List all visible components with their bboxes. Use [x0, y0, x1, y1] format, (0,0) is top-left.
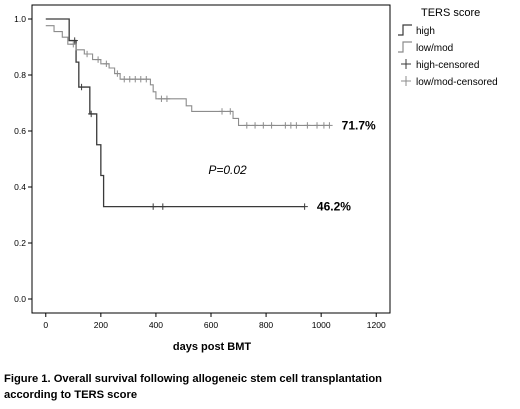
survival-curve-low-mod	[45, 25, 330, 126]
legend-step-symbol	[398, 41, 412, 53]
censor-mark-low-mod	[158, 95, 165, 102]
censor-mark-low-mod	[132, 76, 139, 83]
censor-mark-low-mod	[313, 122, 321, 129]
x-tick-label: 800	[259, 320, 273, 330]
x-axis-label: days post BMT	[173, 341, 252, 353]
y-tick-label: 0.0	[14, 294, 26, 304]
p-value-annotation: P=0.02	[208, 163, 247, 177]
y-tick-label: 1.0	[14, 14, 26, 24]
y-tick-label: 0.4	[14, 182, 26, 192]
censor-mark-low-mod	[260, 122, 267, 129]
censor-mark-low-mod	[304, 122, 311, 129]
censor-mark-high	[159, 203, 167, 210]
censor-mark-low-mod	[326, 122, 333, 129]
x-axis: 0 200 400 600 800 1000 1200	[43, 313, 386, 330]
legend-label: low/mod-censored	[416, 77, 498, 88]
legend-low-mod: low/mod	[398, 41, 453, 54]
censor-mark-high	[149, 203, 157, 210]
series-layer	[45, 18, 333, 210]
legend-label: high-censored	[416, 60, 479, 71]
figure-caption: Figure 1. Overall survival following all…	[4, 371, 514, 403]
caption-line-2: according to TERS score	[4, 389, 138, 401]
x-tick-label: 400	[149, 320, 163, 330]
censor-mark-low-mod	[126, 76, 133, 83]
censor-mark-low-mod	[143, 76, 150, 83]
legend-step-symbol	[398, 24, 412, 36]
legend-title: TERS score	[421, 7, 480, 19]
censor-mark-low-mod	[287, 122, 295, 129]
y-tick-label: 0.6	[14, 126, 26, 136]
y-axis: 0.0 0.2 0.4 0.6 0.8 1.0	[14, 14, 32, 304]
legend-label: low/mod	[416, 43, 453, 54]
x-tick-label: 0	[43, 320, 48, 330]
censor-mark-low-mod	[218, 108, 226, 115]
censor-mark-low-mod	[94, 56, 102, 63]
censor-mark-high	[78, 83, 85, 91]
annotations: 71.7% 46.2% P=0.02	[208, 118, 376, 213]
caption-line-1: Figure 1. Overall survival following all…	[4, 373, 382, 385]
censor-mark-low-mod	[282, 122, 289, 129]
x-tick-label: 1000	[312, 320, 331, 330]
censor-mark-low-mod	[227, 108, 234, 115]
censor-mark-low-mod	[121, 76, 128, 83]
legend-label: high	[416, 26, 435, 37]
survival-percent-annotation: 46.2%	[317, 200, 351, 214]
censor-mark-low-mod	[243, 122, 250, 129]
censor-mark-low-mod	[163, 95, 171, 102]
survival-percent-annotation: 71.7%	[342, 118, 376, 132]
legend-high-censored: high-censored	[401, 59, 479, 71]
plot-frame	[31, 4, 391, 314]
censor-mark-low-mod	[70, 41, 77, 48]
censor-mark-low-mod	[103, 60, 110, 67]
survival-chart: 0.0 0.2 0.4 0.6 0.8 1.0 0 200 400 600 800 1000 1200…	[14, 4, 498, 353]
x-tick-label: 200	[94, 320, 108, 330]
x-tick-label: 1200	[367, 320, 386, 330]
censor-mark-low-mod	[137, 76, 144, 83]
censor-mark-low-mod	[320, 122, 328, 129]
legend-high: high	[398, 24, 435, 37]
censor-mark-high	[88, 110, 95, 118]
x-tick-label: 600	[204, 320, 218, 330]
y-tick-label: 0.2	[14, 238, 26, 248]
y-tick-label: 0.8	[14, 70, 26, 80]
survival-curve-high	[45, 18, 305, 208]
censor-mark-low-mod	[83, 50, 91, 58]
censor-mark-low-mod	[268, 122, 275, 129]
censor-mark-low-mod	[251, 122, 259, 129]
censor-mark-low-mod	[114, 70, 121, 77]
censor-mark-high	[301, 203, 308, 210]
censor-mark-low-mod	[293, 122, 300, 129]
censor-mark-high	[71, 37, 78, 44]
legend: TERS score high low/mod high-censored low/m…	[398, 7, 498, 88]
legend-low-mod-censored: low/mod-censored	[401, 76, 498, 88]
